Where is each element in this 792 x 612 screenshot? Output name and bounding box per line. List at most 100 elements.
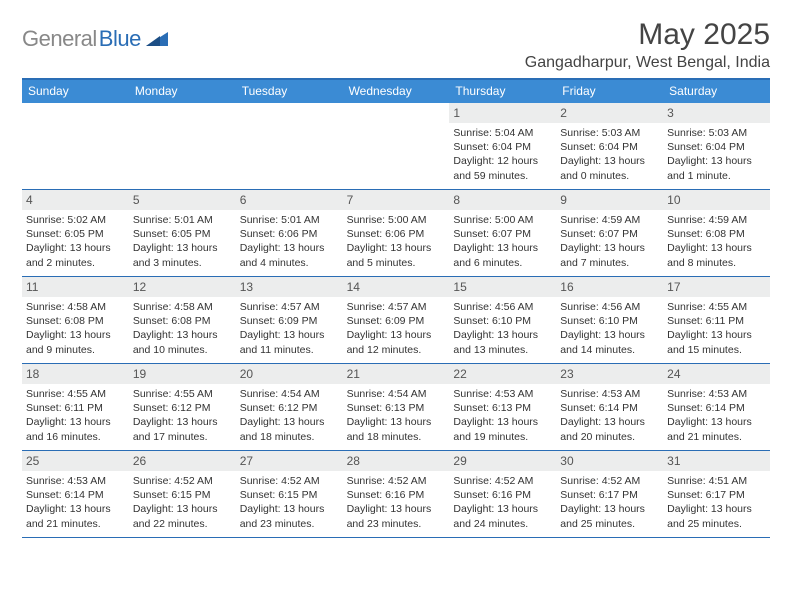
day-details: Sunrise: 4:52 AMSunset: 6:15 PMDaylight:… bbox=[240, 474, 339, 531]
day-detail-line: Daylight: 13 hours bbox=[133, 328, 232, 342]
day-details: Sunrise: 5:02 AMSunset: 6:05 PMDaylight:… bbox=[26, 213, 125, 270]
day-details: Sunrise: 5:01 AMSunset: 6:05 PMDaylight:… bbox=[133, 213, 232, 270]
day-detail-line: Sunset: 6:08 PM bbox=[667, 227, 766, 241]
day-detail-line: Sunset: 6:12 PM bbox=[133, 401, 232, 415]
day-detail-line: and 59 minutes. bbox=[453, 169, 552, 183]
day-details: Sunrise: 4:52 AMSunset: 6:17 PMDaylight:… bbox=[560, 474, 659, 531]
day-detail-line: and 6 minutes. bbox=[453, 256, 552, 270]
day-detail-line: Sunrise: 4:54 AM bbox=[240, 387, 339, 401]
day-detail-line: and 11 minutes. bbox=[240, 343, 339, 357]
day-number: 29 bbox=[449, 451, 556, 471]
day-detail-line: Sunset: 6:08 PM bbox=[133, 314, 232, 328]
calendar-day: 31Sunrise: 4:51 AMSunset: 6:17 PMDayligh… bbox=[663, 451, 770, 537]
calendar-day: 28Sunrise: 4:52 AMSunset: 6:16 PMDayligh… bbox=[343, 451, 450, 537]
calendar-day: 7Sunrise: 5:00 AMSunset: 6:06 PMDaylight… bbox=[343, 190, 450, 276]
day-detail-line: Sunrise: 4:52 AM bbox=[560, 474, 659, 488]
day-details: Sunrise: 4:52 AMSunset: 6:16 PMDaylight:… bbox=[453, 474, 552, 531]
day-detail-line: Sunset: 6:11 PM bbox=[26, 401, 125, 415]
day-detail-line: Daylight: 13 hours bbox=[453, 328, 552, 342]
day-detail-line: Daylight: 13 hours bbox=[667, 328, 766, 342]
day-details: Sunrise: 4:55 AMSunset: 6:12 PMDaylight:… bbox=[133, 387, 232, 444]
day-number: 18 bbox=[22, 364, 129, 384]
day-number: 12 bbox=[129, 277, 236, 297]
day-details: Sunrise: 5:00 AMSunset: 6:06 PMDaylight:… bbox=[347, 213, 446, 270]
day-detail-line: Daylight: 13 hours bbox=[240, 328, 339, 342]
day-detail-line: Sunset: 6:04 PM bbox=[453, 140, 552, 154]
day-detail-line: Daylight: 13 hours bbox=[26, 328, 125, 342]
brand-text-gray: General bbox=[22, 26, 97, 52]
day-detail-line: Sunrise: 5:02 AM bbox=[26, 213, 125, 227]
calendar-day bbox=[22, 103, 129, 189]
day-detail-line: Sunrise: 4:52 AM bbox=[453, 474, 552, 488]
day-detail-line: Sunset: 6:08 PM bbox=[26, 314, 125, 328]
day-detail-line: and 8 minutes. bbox=[667, 256, 766, 270]
day-details: Sunrise: 4:58 AMSunset: 6:08 PMDaylight:… bbox=[26, 300, 125, 357]
day-detail-line: and 15 minutes. bbox=[667, 343, 766, 357]
day-detail-line: Daylight: 13 hours bbox=[667, 502, 766, 516]
day-details: Sunrise: 4:53 AMSunset: 6:14 PMDaylight:… bbox=[26, 474, 125, 531]
day-number: 14 bbox=[343, 277, 450, 297]
day-detail-line: Sunrise: 4:55 AM bbox=[133, 387, 232, 401]
calendar-day: 17 Sunrise: 4:55 AMSunset: 6:11 PMDayligh… bbox=[663, 277, 770, 363]
day-detail-line: Daylight: 13 hours bbox=[667, 241, 766, 255]
day-detail-line: Daylight: 13 hours bbox=[667, 154, 766, 168]
calendar-day: 27 Sunrise: 4:52 AMSunset: 6:15 PMDayligh… bbox=[236, 451, 343, 537]
calendar-day: 25 Sunrise: 4:53 AMSunset: 6:14 PMDayligh… bbox=[22, 451, 129, 537]
calendar-day: 22Sunrise: 4:53 AMSunset: 6:13 PMDayligh… bbox=[449, 364, 556, 450]
day-detail-line: Sunrise: 5:01 AM bbox=[133, 213, 232, 227]
calendar-week: 11Sunrise: 4:58 AMSunset: 6:08 PMDayligh… bbox=[22, 277, 770, 364]
day-detail-line: Daylight: 13 hours bbox=[560, 154, 659, 168]
day-detail-line: and 24 minutes. bbox=[453, 517, 552, 531]
brand-logo: General Blue bbox=[22, 18, 168, 52]
day-number: 1 bbox=[449, 103, 556, 123]
day-detail-line: Sunset: 6:04 PM bbox=[667, 140, 766, 154]
day-details: Sunrise: 4:53 AMSunset: 6:14 PMDaylight:… bbox=[560, 387, 659, 444]
day-detail-line: Sunset: 6:16 PM bbox=[453, 488, 552, 502]
day-detail-line: Sunrise: 4:52 AM bbox=[240, 474, 339, 488]
calendar-day: 2Sunrise: 5:03 AMSunset: 6:04 PMDaylight… bbox=[556, 103, 663, 189]
day-details: Sunrise: 4:58 AMSunset: 6:08 PMDaylight:… bbox=[133, 300, 232, 357]
day-detail-line: Sunrise: 4:58 AM bbox=[133, 300, 232, 314]
day-detail-line: and 0 minutes. bbox=[560, 169, 659, 183]
weekday-header: Wednesday bbox=[343, 80, 450, 103]
day-detail-line: Sunrise: 4:51 AM bbox=[667, 474, 766, 488]
day-detail-line: and 19 minutes. bbox=[453, 430, 552, 444]
day-detail-line: Daylight: 13 hours bbox=[347, 328, 446, 342]
day-details: Sunrise: 4:54 AMSunset: 6:13 PMDaylight:… bbox=[347, 387, 446, 444]
day-number: 27 bbox=[236, 451, 343, 471]
day-detail-line: Sunset: 6:11 PM bbox=[667, 314, 766, 328]
calendar: Sunday Monday Tuesday Wednesday Thursday… bbox=[22, 78, 770, 538]
day-number: 13 bbox=[236, 277, 343, 297]
day-detail-line: Sunset: 6:17 PM bbox=[560, 488, 659, 502]
day-detail-line: Sunrise: 5:03 AM bbox=[560, 126, 659, 140]
day-detail-line: Sunrise: 4:57 AM bbox=[347, 300, 446, 314]
day-details: Sunrise: 4:52 AMSunset: 6:16 PMDaylight:… bbox=[347, 474, 446, 531]
day-detail-line: Sunrise: 4:58 AM bbox=[26, 300, 125, 314]
day-detail-line: Sunrise: 5:01 AM bbox=[240, 213, 339, 227]
day-details: Sunrise: 4:55 AMSunset: 6:11 PMDaylight:… bbox=[26, 387, 125, 444]
month-title: May 2025 bbox=[525, 18, 770, 52]
day-detail-line: Daylight: 13 hours bbox=[347, 415, 446, 429]
day-detail-line: Sunrise: 5:00 AM bbox=[453, 213, 552, 227]
day-number: 17 bbox=[663, 277, 770, 297]
day-detail-line: and 7 minutes. bbox=[560, 256, 659, 270]
day-details: Sunrise: 4:59 AMSunset: 6:08 PMDaylight:… bbox=[667, 213, 766, 270]
day-details: Sunrise: 5:03 AMSunset: 6:04 PMDaylight:… bbox=[667, 126, 766, 183]
day-number: 25 bbox=[22, 451, 129, 471]
day-detail-line: and 1 minute. bbox=[667, 169, 766, 183]
day-details: Sunrise: 4:56 AMSunset: 6:10 PMDaylight:… bbox=[453, 300, 552, 357]
day-detail-line: Sunrise: 4:55 AM bbox=[26, 387, 125, 401]
day-detail-line: Sunrise: 4:56 AM bbox=[560, 300, 659, 314]
calendar-day: 6Sunrise: 5:01 AMSunset: 6:06 PMDaylight… bbox=[236, 190, 343, 276]
day-detail-line: Sunset: 6:15 PM bbox=[240, 488, 339, 502]
day-detail-line: Sunset: 6:07 PM bbox=[453, 227, 552, 241]
day-detail-line: Sunset: 6:14 PM bbox=[26, 488, 125, 502]
day-number: 5 bbox=[129, 190, 236, 210]
calendar-day: 30Sunrise: 4:52 AMSunset: 6:17 PMDayligh… bbox=[556, 451, 663, 537]
day-number: 24 bbox=[663, 364, 770, 384]
calendar-day: 18 Sunrise: 4:55 AMSunset: 6:11 PMDayligh… bbox=[22, 364, 129, 450]
day-detail-line: Sunset: 6:10 PM bbox=[453, 314, 552, 328]
day-details: Sunrise: 4:55 AMSunset: 6:11 PMDaylight:… bbox=[667, 300, 766, 357]
day-detail-line: Sunset: 6:14 PM bbox=[667, 401, 766, 415]
day-number: 31 bbox=[663, 451, 770, 471]
